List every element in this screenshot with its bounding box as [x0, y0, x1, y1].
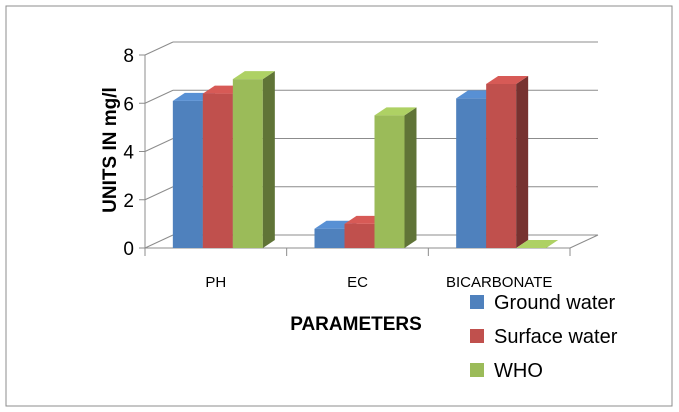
floor-right-edge [569, 234, 599, 249]
y-tick-label: 6 [123, 94, 134, 115]
legend-entry: Ground water [470, 292, 616, 314]
bar-side [404, 107, 417, 248]
x-tick-label: PH [205, 274, 226, 291]
bars [172, 71, 559, 249]
bar-top [486, 75, 529, 84]
legend-label: WHO [494, 360, 543, 382]
bar-front [344, 223, 375, 248]
bar-front [374, 115, 405, 248]
x-tick-label: BICARBONATE [446, 274, 552, 291]
bar [374, 107, 417, 248]
y-tick-label: 8 [123, 46, 134, 67]
bar-front [486, 83, 517, 248]
bar-front [456, 98, 487, 248]
y-tick-label: 4 [123, 143, 134, 164]
bar [486, 75, 529, 248]
legend: Ground water Surface water WHO [470, 292, 618, 382]
gridline-side [144, 186, 174, 201]
legend-swatch [470, 295, 484, 309]
bar-front [232, 79, 263, 248]
legend-entry: Surface water [470, 326, 618, 348]
bar-side [262, 71, 275, 248]
x-tick-label: EC [347, 274, 368, 291]
gridline-side [144, 138, 174, 152]
bar-front [202, 93, 233, 248]
bar-front [172, 100, 203, 249]
bar-top [516, 240, 559, 248]
y-tick-label: 0 [123, 239, 134, 260]
bar-front [314, 228, 345, 248]
legend-swatch [470, 363, 484, 377]
gridline-side [144, 234, 174, 249]
chart-border [5, 5, 673, 407]
y-axis-title: UNITS IN mg/l [100, 87, 121, 213]
gridline-side [144, 41, 174, 56]
legend-label: Ground water [494, 292, 616, 314]
legend-entry: WHO [470, 360, 543, 382]
bar [516, 240, 559, 248]
legend-swatch [470, 329, 484, 343]
bar-top [374, 107, 417, 116]
bar-side [516, 75, 529, 248]
bar [232, 71, 275, 248]
bar-top [232, 71, 275, 80]
x-axis-title: PARAMETERS [290, 314, 422, 335]
tick-labels: 0 2 4 6 8 PH EC BICARBONATE [123, 46, 552, 291]
gridline-side [144, 89, 174, 104]
legend-label: Surface water [494, 326, 618, 348]
y-tick-label: 2 [123, 191, 134, 212]
